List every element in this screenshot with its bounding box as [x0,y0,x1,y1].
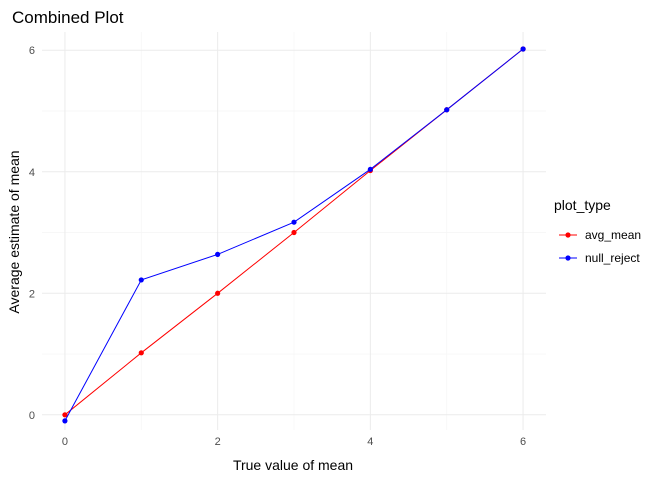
legend-key-point [565,232,571,238]
data-point-null_reject [215,251,221,257]
series-null_reject [62,46,526,424]
data-point-null_reject [520,46,526,52]
data-point-avg_mean [62,412,68,418]
y-tick-label: 4 [29,167,35,179]
legend: plot_type avg_mean null_reject [554,197,641,265]
data-point-null_reject [62,418,68,424]
data-point-avg_mean [291,229,297,236]
x-tick-label: 0 [62,436,68,448]
data-point-null_reject [138,277,144,283]
data-point-null_reject [367,166,373,172]
data-point-avg_mean [215,290,221,296]
y-tick-label: 6 [29,45,35,57]
data-point-null_reject [291,219,297,225]
legend-label: avg_mean [585,228,641,242]
x-tick-label: 6 [520,436,526,448]
tick-labels: 0 2 4 6 0 2 4 6 [29,45,526,448]
y-axis-label: Average estimate of mean [6,150,22,313]
legend-entry-null_reject: null_reject [559,251,640,265]
x-axis-label: True value of mean [233,457,353,473]
chart-title: Combined Plot [12,8,124,27]
y-tick-label: 0 [29,410,35,422]
legend-label: null_reject [585,251,640,265]
x-tick-label: 4 [367,436,373,448]
legend-title: plot_type [554,197,611,213]
data-point-null_reject [444,107,450,113]
series-layer [62,46,526,424]
data-point-avg_mean [138,350,144,356]
x-tick-label: 2 [215,436,221,448]
y-tick-label: 2 [29,288,35,300]
legend-entry-avg_mean: avg_mean [559,228,641,242]
legend-key-point [565,255,571,261]
